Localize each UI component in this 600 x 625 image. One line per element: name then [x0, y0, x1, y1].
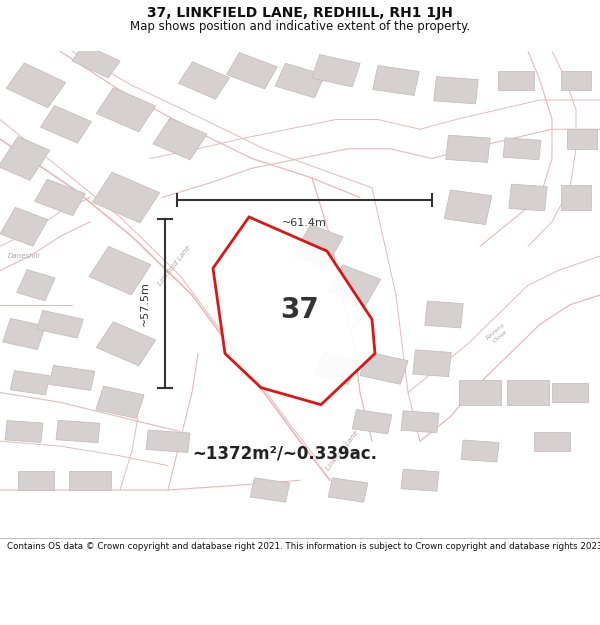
Polygon shape [509, 184, 547, 211]
Polygon shape [69, 471, 111, 490]
Polygon shape [97, 322, 155, 366]
Polygon shape [153, 118, 207, 160]
Text: Ravens
Close: Ravens Close [485, 322, 511, 346]
Polygon shape [5, 421, 43, 442]
Polygon shape [178, 62, 230, 99]
Polygon shape [360, 352, 408, 384]
Polygon shape [314, 352, 358, 384]
Polygon shape [328, 265, 380, 306]
Polygon shape [56, 420, 100, 442]
Polygon shape [72, 44, 120, 78]
Polygon shape [459, 380, 501, 405]
Polygon shape [275, 63, 325, 98]
Polygon shape [434, 77, 478, 104]
Text: ~57.5m: ~57.5m [140, 281, 150, 326]
Text: ~1372m²/~0.339ac.: ~1372m²/~0.339ac. [193, 444, 377, 462]
Polygon shape [461, 440, 499, 462]
Polygon shape [312, 54, 360, 87]
Polygon shape [444, 190, 492, 224]
Polygon shape [92, 172, 160, 223]
Text: Daneshill: Daneshill [8, 253, 40, 259]
Polygon shape [37, 311, 83, 338]
Polygon shape [507, 380, 549, 405]
Polygon shape [0, 208, 48, 246]
Text: Linkfield Lane: Linkfield Lane [157, 245, 191, 287]
Polygon shape [567, 129, 597, 149]
Text: Linkfield Lane: Linkfield Lane [325, 430, 359, 472]
Text: ~61.4m: ~61.4m [282, 219, 327, 229]
Polygon shape [49, 365, 95, 391]
Polygon shape [401, 411, 439, 432]
Text: Churchill
Close: Churchill Close [353, 300, 367, 329]
Polygon shape [227, 52, 277, 89]
Polygon shape [10, 371, 50, 395]
Text: 37: 37 [281, 296, 319, 324]
Text: Contains OS data © Crown copyright and database right 2021. This information is : Contains OS data © Crown copyright and d… [7, 542, 600, 551]
Polygon shape [498, 71, 534, 90]
Polygon shape [250, 478, 290, 502]
Polygon shape [35, 179, 85, 216]
Polygon shape [146, 430, 190, 452]
Polygon shape [373, 66, 419, 96]
Polygon shape [89, 246, 151, 295]
Polygon shape [425, 301, 463, 328]
Polygon shape [446, 135, 490, 162]
Polygon shape [503, 138, 541, 160]
Polygon shape [328, 478, 368, 502]
Polygon shape [18, 471, 54, 490]
Polygon shape [97, 88, 155, 132]
Polygon shape [534, 431, 570, 451]
Polygon shape [293, 224, 343, 268]
Polygon shape [552, 382, 588, 402]
Polygon shape [413, 350, 451, 377]
Polygon shape [17, 269, 55, 301]
Polygon shape [561, 71, 591, 90]
Polygon shape [401, 469, 439, 491]
Polygon shape [0, 137, 50, 181]
Polygon shape [6, 63, 66, 108]
Text: Map shows position and indicative extent of the property.: Map shows position and indicative extent… [130, 20, 470, 33]
Text: 37, LINKFIELD LANE, REDHILL, RH1 1JH: 37, LINKFIELD LANE, REDHILL, RH1 1JH [147, 6, 453, 20]
Polygon shape [3, 319, 45, 349]
Polygon shape [96, 386, 144, 419]
Polygon shape [352, 409, 392, 434]
Polygon shape [561, 185, 591, 210]
Polygon shape [213, 217, 375, 405]
Polygon shape [40, 106, 92, 143]
